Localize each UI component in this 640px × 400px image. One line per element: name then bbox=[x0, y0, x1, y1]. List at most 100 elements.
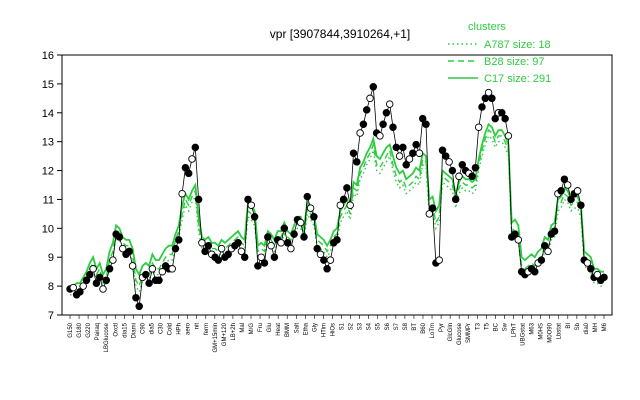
x-tick-label: HTim bbox=[321, 323, 327, 337]
x-tick-label: C90 bbox=[140, 322, 146, 334]
data-point bbox=[428, 204, 437, 212]
y-tick-label: 9 bbox=[48, 252, 54, 264]
y-tick-label: 10 bbox=[42, 223, 54, 235]
data-point bbox=[135, 302, 143, 311]
y-tick-label: 11 bbox=[43, 194, 54, 206]
x-tick-label: BMM bbox=[285, 323, 291, 337]
x-tick-label: dia15 bbox=[122, 322, 128, 337]
y-tick-label: 16 bbox=[42, 50, 54, 62]
data-point bbox=[175, 236, 183, 244]
x-tick-label: S7 bbox=[394, 322, 400, 330]
x-tick-label: dia5 bbox=[149, 322, 155, 334]
data-point bbox=[76, 288, 84, 296]
data-point bbox=[333, 236, 341, 244]
y-tick-label: 15 bbox=[42, 79, 54, 91]
x-tick-label: BI bbox=[566, 323, 572, 329]
data-point bbox=[125, 247, 134, 256]
x-tick-label: Pairaq bbox=[95, 323, 101, 340]
data-point bbox=[382, 109, 391, 117]
data-point bbox=[244, 195, 252, 204]
x-tick-label: G150 bbox=[68, 322, 74, 337]
data-point bbox=[425, 210, 434, 218]
y-axis: 7 8 9 10 11 12 13 14 15 16 bbox=[42, 50, 62, 322]
data-point bbox=[303, 192, 312, 201]
legend: clusters A787 size: 18 B28 size: 97 C17 si… bbox=[448, 21, 551, 85]
chart-title: vpr [3907844,3910264,+1] bbox=[270, 27, 410, 41]
data-point bbox=[514, 236, 523, 244]
data-point bbox=[155, 276, 163, 285]
data-point bbox=[260, 259, 269, 267]
data-point bbox=[300, 233, 308, 241]
data-point bbox=[290, 230, 298, 238]
data-point bbox=[194, 195, 203, 204]
y-tick-label: 14 bbox=[42, 108, 54, 120]
data-point bbox=[343, 184, 351, 192]
data-point bbox=[217, 244, 226, 253]
data-point bbox=[498, 109, 506, 117]
data-point bbox=[540, 241, 549, 250]
data-point bbox=[560, 175, 569, 183]
data-point bbox=[359, 120, 368, 129]
data-point bbox=[468, 172, 476, 181]
x-tick-label: Glucose bbox=[457, 322, 463, 345]
data-point bbox=[583, 259, 592, 267]
data-point bbox=[316, 250, 325, 259]
data-point bbox=[257, 253, 265, 261]
data-point bbox=[188, 155, 196, 163]
plot-border bbox=[61, 54, 613, 316]
data-point bbox=[89, 265, 97, 273]
data-point bbox=[118, 244, 127, 253]
x-tick-label: Gly bbox=[312, 323, 318, 332]
data-point bbox=[270, 253, 279, 261]
data-point bbox=[240, 253, 249, 261]
data-point bbox=[458, 161, 467, 169]
x-tick-label: C30 bbox=[159, 322, 165, 334]
data-point bbox=[250, 213, 259, 221]
data-point bbox=[171, 244, 180, 253]
x-tick-label: T5 bbox=[484, 322, 490, 330]
data-point bbox=[109, 256, 117, 264]
data-point bbox=[544, 247, 552, 256]
x-tick-label: BT bbox=[412, 323, 418, 331]
data-point bbox=[336, 201, 345, 209]
data-point bbox=[353, 158, 361, 166]
x-tick-label: HPh bbox=[177, 323, 183, 335]
data-point bbox=[313, 244, 321, 253]
data-point bbox=[474, 123, 483, 131]
data-point bbox=[376, 132, 384, 140]
data-point bbox=[402, 161, 410, 169]
legend-label: C17 size: 291 bbox=[484, 73, 551, 85]
x-tick-label: dia0 bbox=[584, 322, 590, 334]
data-point bbox=[145, 279, 153, 287]
data-point bbox=[501, 114, 509, 123]
data-point bbox=[99, 285, 107, 293]
data-point bbox=[511, 230, 519, 238]
data-point bbox=[471, 163, 480, 172]
data-point bbox=[277, 239, 285, 247]
x-tick-label: B60 bbox=[421, 322, 427, 333]
x-tick-label: Diami bbox=[131, 323, 137, 338]
data-point bbox=[247, 201, 256, 209]
x-tick-label: Heat bbox=[276, 323, 282, 336]
data-point bbox=[115, 233, 124, 241]
data-point bbox=[287, 244, 295, 253]
data-point bbox=[418, 114, 427, 123]
data-point bbox=[412, 140, 420, 149]
x-tick-label: Glu bbox=[267, 323, 273, 332]
data-point bbox=[356, 129, 364, 137]
y-tick-label: 12 bbox=[42, 166, 54, 178]
x-tick-label: LoTm bbox=[430, 323, 436, 338]
data-point bbox=[69, 283, 78, 292]
x-tick-label: S3 bbox=[358, 322, 364, 330]
points-layer bbox=[66, 83, 608, 311]
x-tick-label: S1 bbox=[340, 322, 346, 330]
x-tick-label: Mal bbox=[240, 323, 246, 333]
data-point bbox=[395, 152, 404, 160]
y-tick-label: 13 bbox=[42, 137, 54, 149]
data-point bbox=[264, 233, 272, 241]
data-point bbox=[573, 187, 582, 195]
data-point bbox=[399, 143, 407, 152]
x-tick-label: nit bbox=[195, 323, 201, 330]
x-tick-label: M0O90 bbox=[548, 322, 554, 342]
